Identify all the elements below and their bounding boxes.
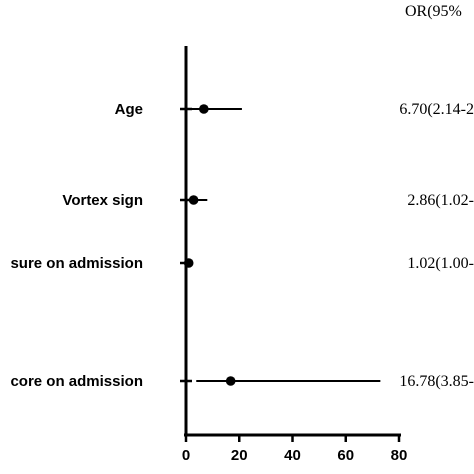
row-label: Vortex sign <box>62 192 143 209</box>
x-tick-label: 0 <box>182 447 190 464</box>
or-point <box>225 376 236 386</box>
or-value-text: 16.78(3.85- <box>399 373 474 390</box>
or-value-text: 2.86(1.02- <box>407 192 474 209</box>
or-point <box>183 258 194 268</box>
x-tick-label: 60 <box>337 447 354 464</box>
forest-row: sure on admission 1.02(1.00- <box>10 255 474 272</box>
or-value-text: 1.02(1.00- <box>407 255 474 272</box>
forest-row: Age 6.70(2.14-2 <box>115 101 474 118</box>
row-label: core on admission <box>10 373 143 390</box>
or-point <box>188 195 199 205</box>
forest-rows: Age 6.70(2.14-2 Vortex sign 2.86(1.02- sure … <box>10 101 474 390</box>
or-point <box>199 104 209 114</box>
forest-row: Vortex sign 2.86(1.02- <box>62 192 474 209</box>
x-tick-label: 80 <box>391 447 408 464</box>
row-label: Age <box>115 101 143 118</box>
or-column-header: OR(95% <box>405 3 462 20</box>
axes: 0 20 40 60 80 <box>182 46 408 464</box>
or-value-text: 6.70(2.14-2 <box>399 101 474 118</box>
x-tick-label: 20 <box>231 447 248 464</box>
row-label: sure on admission <box>10 255 143 272</box>
forest-row: core on admission 16.78(3.85- <box>10 373 474 390</box>
x-tick-label: 40 <box>284 447 301 464</box>
